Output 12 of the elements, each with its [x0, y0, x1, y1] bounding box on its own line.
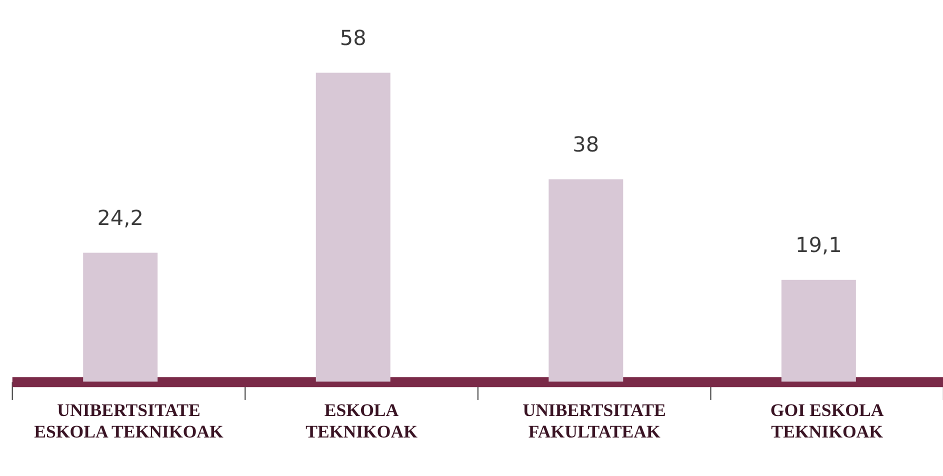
x-tick-label: GOI ESKOLA TEKNIKOAK: [770, 400, 884, 442]
data-label: 24,2: [97, 206, 144, 230]
x-tick-label: UNIBERTSITATE FAKULTATEAK: [522, 400, 666, 442]
x-tick-label: ESKOLA TEKNIKOAK: [306, 400, 418, 442]
bar: [83, 252, 158, 382]
bar: [316, 72, 390, 382]
x-tick-label: UNIBERTSITATE ESKOLA TEKNIKOAK: [34, 400, 224, 442]
data-label: 58: [340, 26, 366, 50]
data-label: 19,1: [796, 233, 842, 258]
bar: [548, 179, 624, 382]
bar: [781, 280, 856, 382]
data-label: 38: [572, 132, 600, 157]
